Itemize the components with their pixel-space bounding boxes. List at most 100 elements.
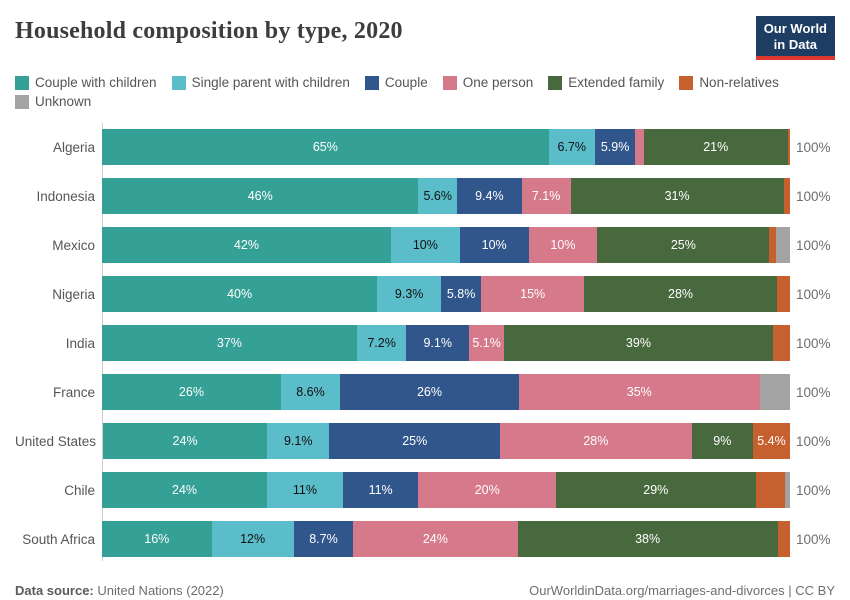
- header: Household composition by type, 2020 Our …: [15, 16, 835, 61]
- bar-segment-extended-family[interactable]: 38%: [517, 521, 778, 558]
- country-label: Indonesia: [36, 188, 95, 204]
- legend-swatch-icon: [679, 75, 694, 90]
- bar-segment-couple-with-children[interactable]: 24%: [103, 423, 268, 460]
- bar-row-chile: Chile 24% 11% 11% 20% 29% 100%: [15, 472, 835, 509]
- footer: Data source: United Nations (2022) OurWo…: [15, 583, 835, 598]
- segment-value-label: 46%: [247, 189, 273, 204]
- bar-segment-one-person[interactable]: 20%: [418, 472, 557, 509]
- bar-segment-non-relatives[interactable]: 5.4%: [753, 423, 790, 460]
- segment-value-label: 35%: [626, 385, 652, 400]
- segment-value-label: 5.6%: [423, 189, 452, 204]
- bar-segment-single-parent-with-children[interactable]: 12%: [211, 521, 294, 558]
- bar-segment-one-person[interactable]: 7.1%: [521, 178, 571, 215]
- bar-segment-non-relatives[interactable]: [776, 276, 790, 313]
- bar-segment-extended-family[interactable]: 25%: [597, 227, 770, 264]
- legend-label: Non-relatives: [699, 75, 779, 91]
- segment-value-label: 5.1%: [472, 336, 501, 351]
- legend-label: Couple with children: [35, 75, 157, 91]
- segment-value-label: 10%: [481, 238, 507, 253]
- legend-item-couple-with-children[interactable]: Couple with children: [15, 75, 157, 90]
- bar-segment-couple[interactable]: 8.7%: [293, 521, 354, 558]
- bar-segment-single-parent-with-children[interactable]: 8.6%: [280, 374, 341, 411]
- legend-item-non-relatives[interactable]: Non-relatives: [679, 75, 779, 90]
- bar-segment-unknown[interactable]: [785, 472, 790, 509]
- bar-segment-one-person[interactable]: 35%: [518, 374, 760, 411]
- row-total-label: 100%: [796, 188, 831, 204]
- row-total-label: 100%: [796, 384, 831, 400]
- owid-url-link[interactable]: OurWorldinData.org/marriages-and-divorce…: [529, 583, 835, 599]
- owid-logo[interactable]: Our World in Data: [755, 16, 835, 61]
- bar-segment-non-relatives[interactable]: [777, 521, 790, 558]
- bar-segment-couple[interactable]: 10%: [459, 227, 529, 264]
- legend-label: Single parent with children: [191, 75, 350, 91]
- segment-value-label: 16%: [144, 532, 170, 547]
- bar-segment-non-relatives[interactable]: [787, 129, 790, 166]
- bar-segment-non-relatives[interactable]: [769, 227, 777, 264]
- row-total-label: 100%: [796, 286, 831, 302]
- legend-item-extended-family[interactable]: Extended family: [548, 75, 664, 90]
- bar-segment-couple[interactable]: 11%: [342, 472, 419, 509]
- bar-segment-couple-with-children[interactable]: 46%: [102, 178, 419, 215]
- bar-segment-one-person[interactable]: 24%: [353, 521, 518, 558]
- bar-track: 46% 5.6% 9.4% 7.1% 31%: [102, 178, 790, 215]
- legend-item-one-person[interactable]: One person: [442, 75, 533, 90]
- segment-value-label: 5.8%: [446, 287, 476, 302]
- bar-segment-extended-family[interactable]: 21%: [643, 129, 788, 166]
- bar-segment-extended-family[interactable]: 28%: [584, 276, 777, 313]
- bar-segment-couple[interactable]: 25%: [329, 423, 501, 460]
- segment-value-label: 26%: [178, 385, 204, 400]
- bar-segment-couple-with-children[interactable]: 24%: [102, 472, 268, 509]
- segment-value-label: 31%: [664, 189, 690, 204]
- bar-segment-couple[interactable]: 5.8%: [441, 276, 482, 313]
- bar-segment-couple-with-children[interactable]: 65%: [102, 129, 549, 166]
- bar-segment-one-person[interactable]: 5.1%: [469, 325, 505, 362]
- bar-segment-single-parent-with-children[interactable]: 9.1%: [267, 423, 330, 460]
- bar-segment-couple[interactable]: 9.4%: [456, 178, 522, 215]
- bar-segment-single-parent-with-children[interactable]: 10%: [390, 227, 460, 264]
- segment-value-label: 24%: [422, 532, 448, 547]
- bar-segment-extended-family[interactable]: 31%: [570, 178, 784, 215]
- bar-segment-one-person[interactable]: 28%: [500, 423, 692, 460]
- country-label: Nigeria: [52, 286, 95, 302]
- bar-segment-one-person[interactable]: 10%: [528, 227, 598, 264]
- bar-segment-unknown[interactable]: [759, 374, 790, 411]
- bar-row-united-states: United States 24% 9.1% 25% 28% 9% 5.4% 100%: [15, 423, 835, 460]
- bar-segment-single-parent-with-children[interactable]: 5.6%: [418, 178, 457, 215]
- bar-segment-one-person[interactable]: 15%: [481, 276, 585, 313]
- data-source: Data source: United Nations (2022): [15, 583, 224, 598]
- bar-segment-non-relatives[interactable]: [772, 325, 790, 362]
- row-total-label: 100%: [796, 237, 831, 253]
- segment-value-label: 6.7%: [557, 140, 587, 155]
- country-label: Mexico: [52, 237, 95, 253]
- bar-segment-extended-family[interactable]: 9%: [691, 423, 754, 460]
- segment-value-label: 9.1%: [423, 336, 452, 351]
- segment-value-label: 8.7%: [309, 532, 338, 547]
- bar-segment-single-parent-with-children[interactable]: 11%: [267, 472, 343, 509]
- bar-segment-one-person[interactable]: [635, 129, 644, 166]
- bar-track: 40% 9.3% 5.8% 15% 28%: [102, 276, 790, 313]
- bar-segment-couple[interactable]: 5.9%: [594, 129, 636, 166]
- bar-segment-couple-with-children[interactable]: 16%: [102, 521, 212, 558]
- segment-value-label: 40%: [227, 287, 253, 302]
- bar-segment-single-parent-with-children[interactable]: 6.7%: [548, 129, 595, 166]
- legend-item-single-parent-with-children[interactable]: Single parent with children: [171, 75, 350, 91]
- bar-segment-couple[interactable]: 9.1%: [406, 325, 470, 362]
- bar-segment-extended-family[interactable]: 39%: [504, 325, 773, 362]
- bar-segment-single-parent-with-children[interactable]: 9.3%: [377, 276, 442, 313]
- bar-segment-extended-family[interactable]: 29%: [556, 472, 756, 509]
- bar-segment-single-parent-with-children[interactable]: 7.2%: [356, 325, 407, 362]
- bar-segment-couple-with-children[interactable]: 37%: [102, 325, 357, 362]
- bar-segment-couple[interactable]: 26%: [340, 374, 519, 411]
- bar-track: 26% 8.6% 26% 35%: [102, 374, 790, 411]
- legend-item-unknown[interactable]: Unknown: [15, 94, 91, 109]
- bar-segment-non-relatives[interactable]: [783, 178, 790, 215]
- bar-segment-couple-with-children[interactable]: 40%: [102, 276, 378, 313]
- bar-segment-unknown[interactable]: [776, 227, 790, 264]
- country-label: South Africa: [22, 531, 95, 547]
- bar-segment-non-relatives[interactable]: [755, 472, 786, 509]
- segment-value-label: 9.3%: [394, 287, 424, 302]
- bar-segment-couple-with-children[interactable]: 26%: [102, 374, 281, 411]
- legend-item-couple[interactable]: Couple: [364, 75, 428, 90]
- legend-swatch-icon: [15, 94, 29, 109]
- bar-segment-couple-with-children[interactable]: 42%: [102, 227, 391, 264]
